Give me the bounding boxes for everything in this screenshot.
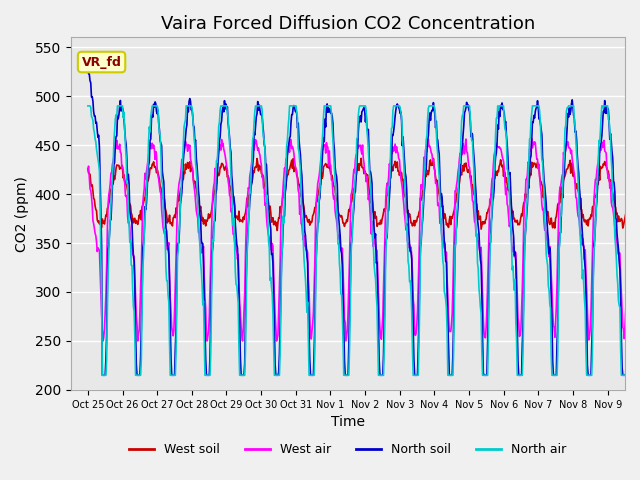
Y-axis label: CO2 (ppm): CO2 (ppm) [15,176,29,252]
Title: Vaira Forced Diffusion CO2 Concentration: Vaira Forced Diffusion CO2 Concentration [161,15,535,33]
Legend: West soil, West air, North soil, North air: West soil, West air, North soil, North a… [124,438,572,461]
X-axis label: Time: Time [331,415,365,429]
Text: VR_fd: VR_fd [82,56,122,69]
